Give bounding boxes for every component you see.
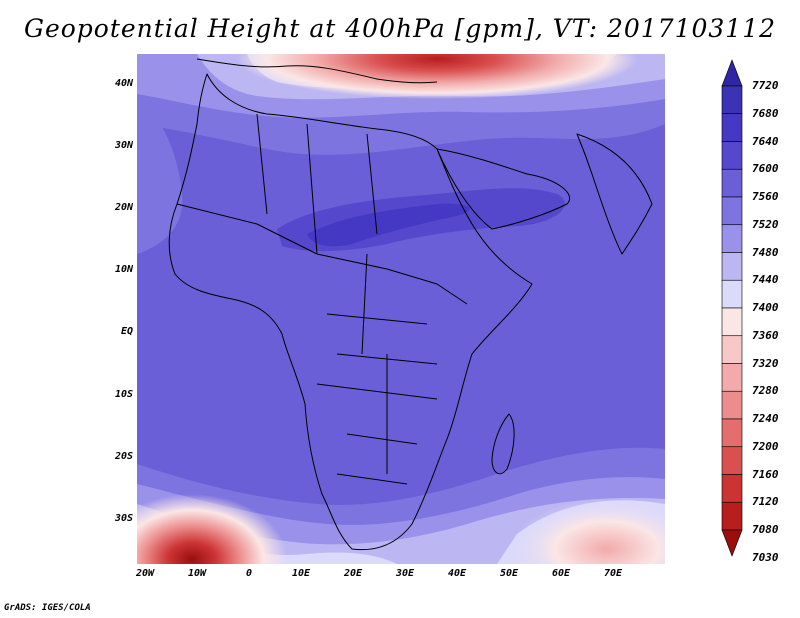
colorbar-label: 7240 [752, 412, 779, 425]
lat-label: 10N [114, 264, 133, 275]
colorbar-cell [721, 252, 743, 281]
colorbar-cell [721, 85, 743, 115]
colorbar-label: 7560 [752, 190, 779, 203]
colorbar-label: 7600 [752, 162, 779, 176]
colorbar-cell [721, 501, 743, 531]
lat-label: 30S [114, 513, 133, 524]
coastlines [168, 58, 653, 551]
colorbar-arrow-bottom [721, 529, 743, 557]
colorbar-cell [721, 168, 743, 198]
map-panel [137, 54, 665, 564]
colorbar-label: 7360 [752, 328, 779, 342]
colorbar-arrow-top [721, 59, 743, 87]
chart-title: Geopotential Height at 400hPa [gpm], VT:… [23, 14, 777, 43]
colorbar-label: 7200 [752, 439, 779, 453]
colorbar-label: 7520 [752, 217, 779, 231]
colorbar-cell [721, 474, 743, 503]
colorbar-label: 7160 [752, 467, 779, 481]
lat-label: 10S [114, 389, 133, 400]
lat-label: 20S [114, 451, 133, 462]
colorbar-label: 7680 [752, 106, 779, 120]
colorbar-label: 7480 [752, 245, 779, 259]
lon-label: 50E [499, 568, 519, 579]
colorbar-cell [721, 224, 743, 253]
field-7640 [307, 203, 470, 247]
lon-label: 20W [135, 568, 155, 579]
colorbar-label: 7080 [752, 523, 779, 536]
height-field-map [137, 54, 665, 564]
colorbar-cell [721, 113, 743, 142]
lon-label: 10E [291, 568, 311, 579]
colorbar-label: 7280 [752, 384, 779, 398]
colorbar-label: 7030 [752, 550, 779, 564]
lat-label: EQ [120, 326, 133, 337]
colorbar-cell [721, 363, 743, 392]
lon-label: 20E [343, 568, 363, 579]
colorbar-cell [721, 141, 743, 170]
colorbar-label: 7400 [752, 301, 779, 314]
colorbar-label: 7320 [752, 356, 779, 370]
colorbar-cell [721, 418, 743, 448]
colorbar-cell [721, 335, 743, 364]
lat-label: 20N [114, 202, 133, 213]
colorbar-cell [721, 196, 743, 226]
colorbar-cell [721, 446, 743, 475]
low-center-south [137, 494, 287, 564]
colorbar-label: 7440 [752, 273, 779, 287]
lat-label: 30N [114, 140, 133, 151]
lon-label: 10W [187, 568, 207, 579]
colorbar-cell [721, 390, 743, 420]
lon-label: 30E [395, 568, 415, 579]
lon-label: 70E [603, 568, 623, 579]
lon-label: 0 [245, 568, 253, 579]
colorbar-label: 7120 [752, 495, 779, 509]
footer-credit: GrADS: IGES/COLA [4, 603, 91, 613]
lon-label: 60E [551, 568, 571, 579]
lat-label: 40N [114, 78, 133, 89]
colorbar-cell [721, 279, 743, 309]
colorbar-label: 7640 [752, 134, 779, 148]
colorbar-cell [721, 307, 743, 337]
colorbar-label: 7720 [752, 79, 779, 92]
colorbar [721, 59, 743, 557]
lon-label: 40E [447, 568, 467, 579]
